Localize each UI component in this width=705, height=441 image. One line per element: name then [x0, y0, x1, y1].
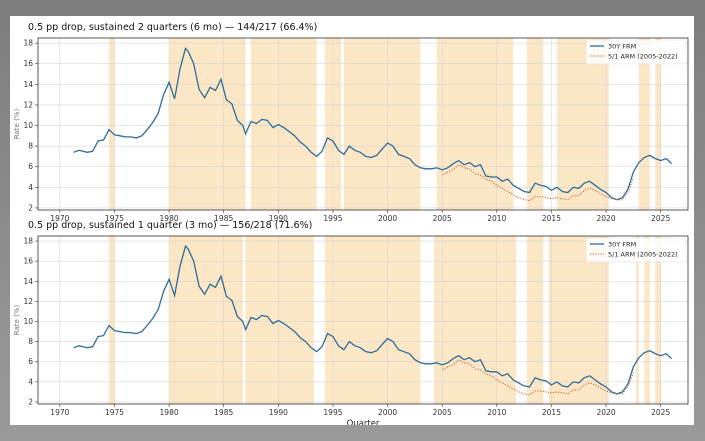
x-tick-label: 1975 — [105, 214, 124, 223]
y-tick-label: 14 — [23, 80, 33, 89]
shaded-period — [644, 236, 650, 404]
x-tick-label: 2020 — [597, 408, 616, 417]
x-tick-label: 1980 — [160, 214, 179, 223]
chart-title: 0.5 pp drop, sustained 2 quarters (6 mo)… — [28, 22, 317, 33]
y-tick-label: 4 — [28, 377, 33, 386]
shaded-period — [655, 38, 661, 210]
shaded-period — [109, 236, 115, 404]
legend-entry: 30Y FRM — [608, 240, 636, 248]
shaded-period — [548, 236, 609, 404]
x-axis-label: Quarter — [347, 419, 380, 425]
x-tick-label: 1995 — [323, 408, 342, 417]
figure-canvas: 1970 1975 1980 1985 1990 1995 2000 2005 2010 2015… — [10, 16, 694, 425]
shaded-period — [343, 38, 421, 210]
shaded-period — [636, 236, 639, 404]
x-tick-label: 2015 — [542, 408, 561, 417]
plot-frame — [37, 37, 689, 211]
x-tick-label: 1995 — [323, 214, 342, 223]
y-axis-label: Rate (%) — [13, 109, 21, 140]
x-tick-label: 2000 — [378, 214, 397, 223]
shaded-period — [245, 236, 314, 404]
shaded-period — [526, 236, 544, 404]
x-tick-label: 1985 — [214, 408, 233, 417]
y-tick-label: 14 — [23, 277, 33, 286]
legend-box — [585, 237, 687, 263]
x-tick-label: 1970 — [50, 408, 69, 417]
shaded-period — [436, 38, 514, 210]
frm-series-line — [73, 244, 673, 395]
x-tick-label: 1985 — [214, 214, 233, 223]
y-tick-label: 4 — [28, 183, 33, 192]
shaded-period — [526, 38, 544, 210]
y-tick-label: 2 — [28, 397, 33, 406]
legend-entry: 5/1 ARM (2005-2022) — [608, 52, 678, 60]
y-tick-label: 8 — [28, 142, 33, 151]
x-tick-label: 1980 — [160, 408, 179, 417]
x-tick-label: 2005 — [433, 408, 452, 417]
x-tick-label: 2020 — [597, 214, 616, 223]
x-tick-label: 2025 — [651, 408, 670, 417]
legend-entry: 5/1 ARM (2005-2022) — [608, 250, 678, 258]
x-tick-label: 2015 — [542, 214, 561, 223]
y-tick-label: 10 — [23, 317, 33, 326]
legend: 30Y FRM 5/1 ARM (2005-2022) — [585, 237, 687, 263]
x-tick-label: 2010 — [487, 214, 506, 223]
frm-series-line — [73, 46, 673, 201]
x-tick-label: 2000 — [378, 408, 397, 417]
shaded-period — [251, 38, 317, 210]
x-tick-label: 2005 — [433, 214, 452, 223]
y-tick-label: 6 — [28, 162, 33, 171]
x-tick-label: 2025 — [651, 214, 670, 223]
shaded-period — [169, 236, 243, 404]
x-tick-label: 1975 — [105, 408, 124, 417]
chart-panel-2: 1970 1975 1980 1985 1990 1995 2000 2005 2010 2015… — [13, 220, 689, 425]
y-tick-label: 12 — [23, 100, 33, 109]
x-tick-label: 1990 — [269, 214, 288, 223]
legend: 30Y FRM 5/1 ARM (2005-2022) — [585, 39, 687, 65]
y-tick-label: 16 — [23, 59, 33, 68]
shaded-period — [109, 38, 115, 210]
y-tick-label: 2 — [28, 203, 33, 212]
arm-series-line — [441, 359, 634, 396]
shaded-period — [638, 38, 650, 210]
shaded-period — [655, 236, 661, 404]
charts-svg: 1970 1975 1980 1985 1990 1995 2000 2005 2010 2015… — [13, 22, 689, 425]
y-axis-label: Rate (%) — [13, 305, 21, 336]
y-tick-label: 10 — [23, 121, 33, 130]
y-tick-label: 18 — [23, 39, 33, 48]
shaded-period — [556, 38, 609, 210]
shaded-period — [177, 38, 246, 210]
arm-series-line — [441, 164, 634, 202]
y-tick-label: 12 — [23, 297, 33, 306]
x-tick-label: 1970 — [50, 214, 69, 223]
y-tick-label: 18 — [23, 237, 33, 246]
chart-panel-1: 1970 1975 1980 1985 1990 1995 2000 2005 2010 2015… — [13, 22, 689, 223]
plot-frame — [37, 235, 689, 405]
legend-entry: 30Y FRM — [608, 42, 636, 50]
y-tick-label: 8 — [28, 337, 33, 346]
x-tick-label: 1990 — [269, 408, 288, 417]
y-tick-label: 6 — [28, 357, 33, 366]
x-tick-label: 2010 — [487, 408, 506, 417]
legend-box — [585, 39, 687, 65]
y-tick-label: 16 — [23, 257, 33, 266]
shaded-period — [324, 236, 421, 404]
shaded-period — [169, 38, 178, 210]
chart-title: 0.5 pp drop, sustained 1 quarter (3 mo) … — [28, 220, 312, 231]
